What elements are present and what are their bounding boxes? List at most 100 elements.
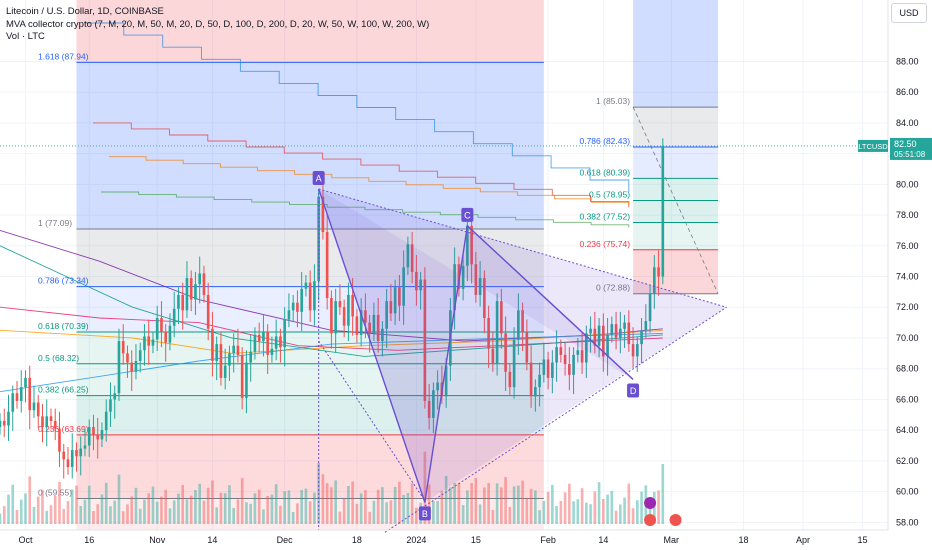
volume-bar (104, 482, 108, 524)
volume-bar (62, 509, 66, 524)
candle-body (389, 301, 393, 314)
volume-bar (198, 483, 202, 524)
price-axis-tick: 86.00 (896, 87, 919, 97)
candle-body (321, 196, 325, 232)
candle-body (257, 334, 261, 342)
volume-bar (130, 496, 134, 524)
fib-right-trend (632, 106, 719, 294)
pattern-point-label-d: D (630, 386, 637, 396)
volume-bar (121, 511, 125, 524)
volume-bar (555, 506, 558, 524)
candle-body (402, 267, 405, 306)
candle-body (240, 354, 244, 398)
candle-body (470, 225, 473, 265)
volume-bar (83, 499, 87, 524)
candle-body (474, 264, 478, 295)
candle-body (385, 301, 388, 329)
volume-bar (291, 512, 295, 524)
time-axis-tick: 2024 (406, 535, 426, 545)
volume-bar (355, 503, 359, 524)
pattern-point-marker (312, 170, 325, 185)
fib-left-label: 0.5 (68.32) (38, 353, 79, 363)
price-axis-tick: 78.00 (896, 210, 919, 220)
candle-body (168, 325, 172, 343)
volume-bar (568, 483, 571, 524)
volume-bar (36, 496, 40, 524)
fib-left-label: 1 (77.09) (38, 218, 72, 228)
candle-body (483, 278, 486, 318)
volume-bar (432, 501, 435, 524)
volume-bar (223, 493, 227, 524)
volume-bar (546, 491, 550, 524)
volume-bar (206, 487, 210, 524)
time-axis-tick: Oct (18, 535, 33, 545)
pattern-point-marker (418, 506, 431, 521)
volume-bar (495, 483, 499, 524)
candle-body (334, 301, 337, 334)
candle-body (291, 302, 295, 311)
candle-body (202, 273, 206, 295)
candle-body (555, 347, 558, 363)
volume-bar (113, 500, 117, 524)
volume-bar (461, 505, 465, 524)
volume-bar (296, 503, 299, 524)
volume-bar (304, 488, 308, 524)
fib-right-label: 0.236 (75.74) (579, 239, 630, 249)
candle-body (92, 427, 95, 435)
volume-bar (436, 501, 439, 524)
fib-right-zone (633, 178, 719, 201)
candle-body (300, 288, 303, 312)
currency-button[interactable]: USD (891, 3, 927, 23)
candle-body (253, 334, 257, 352)
volume-bar (551, 485, 554, 524)
candle-body (364, 310, 367, 323)
fib-right-zone (633, 200, 719, 223)
candle-body (610, 324, 614, 335)
candle-body (262, 331, 265, 342)
candle-body (644, 321, 648, 331)
candle-body (398, 287, 401, 306)
candle-body (546, 359, 550, 378)
fib-right-label: 0.382 (77.52) (579, 211, 630, 221)
price-tag-value: 82.50 (894, 139, 917, 149)
volume-bar (325, 483, 329, 524)
candle-body (576, 350, 580, 355)
volume-bar (96, 504, 100, 524)
candle-body (491, 348, 495, 365)
candle-body (198, 273, 202, 285)
volume-bar (11, 484, 15, 524)
candle-body (619, 328, 622, 338)
candle-body (423, 279, 427, 401)
fib-right-label: 1 (85.03) (596, 96, 630, 106)
candle-body (49, 416, 53, 421)
volume-bar (300, 490, 303, 524)
volume-bar (164, 489, 168, 524)
candle-body (415, 271, 418, 291)
volume-bar (338, 511, 342, 524)
volume-bar (517, 485, 520, 524)
fib-right-label: 0 (72.88) (596, 283, 630, 293)
volume-bar (181, 485, 185, 524)
candle-body (572, 354, 575, 375)
candle-body (236, 345, 240, 355)
candle-body (177, 294, 180, 309)
volume-bar (228, 485, 231, 524)
volume-bar (28, 476, 32, 524)
candle-body (351, 294, 354, 317)
volume-bar (160, 496, 163, 524)
candle-body (393, 287, 397, 314)
volume-bar (308, 501, 312, 524)
candle-body (228, 353, 231, 366)
pattern-point-label-c: C (464, 210, 471, 220)
candle-body (185, 278, 189, 311)
candle-body (453, 264, 456, 311)
volume-bar (287, 490, 291, 524)
candle-body (627, 322, 631, 345)
candle-body (219, 344, 223, 378)
symbol-tag-label: LTCUSD (858, 142, 888, 151)
candle-body (279, 336, 282, 348)
candle-body (36, 402, 40, 417)
volume-bar (109, 506, 112, 524)
candle-body (585, 333, 588, 363)
